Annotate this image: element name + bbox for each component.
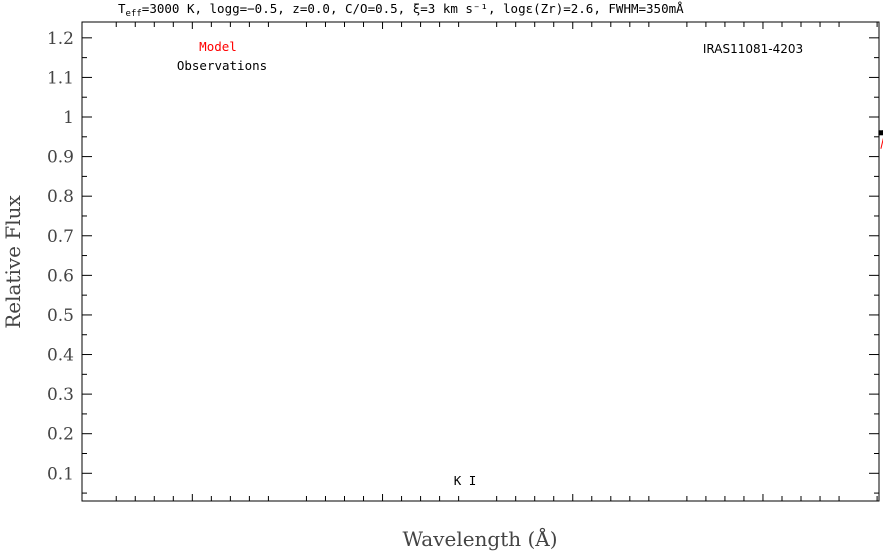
annotation-k-i: K I <box>454 473 477 488</box>
legend-observations-label: Observations <box>177 58 267 73</box>
y-tick-label: 0.6 <box>47 266 74 286</box>
title-subscript: eff <box>126 9 142 19</box>
title-t: T <box>118 1 126 16</box>
y-tick-label: 0.9 <box>47 148 74 168</box>
y-tick-label: 0.7 <box>47 227 74 247</box>
observations-point <box>878 130 883 136</box>
x-axis-label: Wavelength (Å) <box>402 526 557 551</box>
plot-frame <box>81 21 880 502</box>
chart-title: Teff=3000 K, logg=−0.5, z=0.0, C/O=0.5, … <box>118 1 684 19</box>
x-axis-ticks <box>115 22 878 501</box>
y-axis-label: Relative Flux <box>1 194 25 328</box>
y-tick-label: 1.2 <box>47 29 74 49</box>
y-tick-label: 0.5 <box>47 306 74 326</box>
y-axis-tick-labels: 0.1 0.2 0.3 0.4 0.5 0.6 0.7 0.8 0.9 1 1.1 1.2 <box>47 29 74 484</box>
y-tick-label: 1.1 <box>47 68 74 88</box>
y-tick-label: 0.2 <box>47 425 74 445</box>
y-tick-label: 0.4 <box>47 346 74 366</box>
title-rest: =3000 K, logg=−0.5, z=0.0, C/O=0.5, ξ=3 … <box>142 1 684 16</box>
object-label: IRAS11081-4203 <box>703 42 803 56</box>
y-axis-ticks <box>82 37 879 494</box>
y-tick-label: 0.8 <box>47 187 74 207</box>
series-layer <box>878 129 883 149</box>
legend-model-label: Model <box>199 39 237 54</box>
y-tick-label: 1 <box>63 108 74 128</box>
y-tick-label: 0.1 <box>47 464 74 484</box>
legend: Model Observations <box>177 39 267 73</box>
y-tick-label: 0.3 <box>47 385 74 405</box>
